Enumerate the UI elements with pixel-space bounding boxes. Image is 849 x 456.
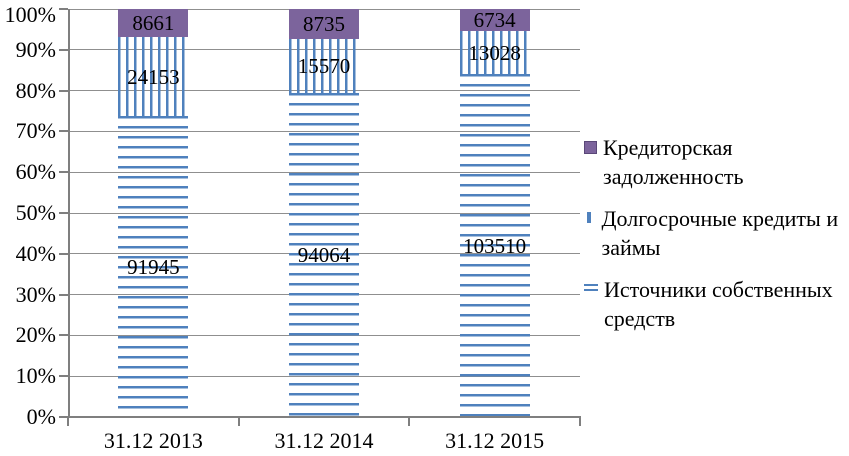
x-axis-tick — [67, 418, 69, 426]
y-axis-tick — [59, 375, 68, 378]
legend-marker-solid-icon — [584, 141, 597, 154]
y-axis-tick — [59, 130, 68, 133]
x-axis-tick — [408, 418, 411, 426]
legend-label: Источники собственных средств — [604, 277, 833, 331]
x-axis-label: 31.12 2013 — [103, 428, 203, 453]
x-axis-tick — [579, 418, 581, 426]
data-label: 8735 — [303, 12, 345, 37]
y-axis-tick — [59, 171, 68, 174]
chart-legend: Кредиторская задолженность Долгосрочные к… — [584, 133, 846, 346]
bar-segment: 6734 — [459, 8, 530, 33]
data-label: 94064 — [297, 242, 351, 267]
data-label: 103510 — [463, 233, 527, 258]
legend-item: Кредиторская задолженность — [584, 133, 846, 191]
data-label: 15570 — [297, 53, 351, 78]
bar-segment: 94064 — [289, 92, 359, 417]
y-axis-line — [68, 9, 70, 418]
data-label: 8661 — [132, 11, 175, 36]
y-tick-label: 50% — [15, 200, 56, 225]
y-axis-tick — [59, 212, 68, 214]
bar-31.12 2014: 94064 15570 8735 — [289, 9, 359, 417]
y-axis-tick — [59, 416, 68, 418]
y-tick-label: 70% — [15, 118, 56, 144]
legend-marker-vlines-icon — [587, 212, 591, 223]
y-axis-tick — [59, 252, 68, 255]
bar-segment: 13028 — [459, 31, 530, 75]
y-tick-label: 40% — [15, 240, 56, 266]
x-axis-tick — [237, 418, 240, 426]
legend-label: Долгосрочные кредиты и займы — [601, 206, 839, 260]
data-label: 6734 — [473, 8, 516, 33]
y-tick-label: 10% — [15, 363, 56, 389]
legend-item: Долгосрочные кредиты и займы — [584, 204, 846, 262]
x-axis-label: 31.12 2014 — [274, 428, 374, 453]
data-label: 91945 — [127, 254, 180, 279]
y-tick-label: 0% — [26, 404, 56, 429]
bar-31.12 2015: 103510 13028 6734 — [459, 8, 530, 417]
x-axis-label: 31.12 2015 — [445, 428, 545, 453]
x-axis-line — [68, 416, 581, 418]
y-axis-tick — [59, 89, 68, 92]
y-tick-label: 60% — [15, 159, 56, 185]
y-tick-label: 100% — [4, 2, 56, 27]
legend-marker-hlines-icon — [584, 284, 598, 291]
y-tick-label: 90% — [15, 36, 56, 62]
y-axis-tick — [59, 334, 68, 337]
y-tick-label: 20% — [15, 322, 56, 348]
bar-segment: 91945 — [118, 116, 189, 417]
legend-label: Кредиторская задолженность — [603, 135, 744, 189]
y-tick-label: 30% — [15, 281, 56, 307]
bar-segment: 15570 — [289, 39, 359, 93]
bar-segment: 103510 — [459, 74, 530, 417]
bar-segment: 24153 — [118, 37, 189, 117]
y-axis-tick — [59, 293, 68, 296]
y-tick-label: 80% — [15, 77, 56, 103]
bar-segment: 8661 — [118, 9, 189, 38]
data-label: 13028 — [468, 40, 521, 65]
bar-31.12 2013: 91945 24153 8661 — [118, 9, 189, 417]
data-label: 24153 — [127, 64, 180, 89]
plot-area: 91945 24153 8661 94064 15570 8735 103510 13028 6… — [68, 8, 580, 418]
y-axis-tick — [59, 48, 68, 51]
legend-item: Источники собственных средств — [584, 275, 846, 333]
gridline — [68, 8, 580, 10]
bar-segment: 8735 — [289, 9, 359, 40]
y-axis-tick — [59, 8, 68, 10]
